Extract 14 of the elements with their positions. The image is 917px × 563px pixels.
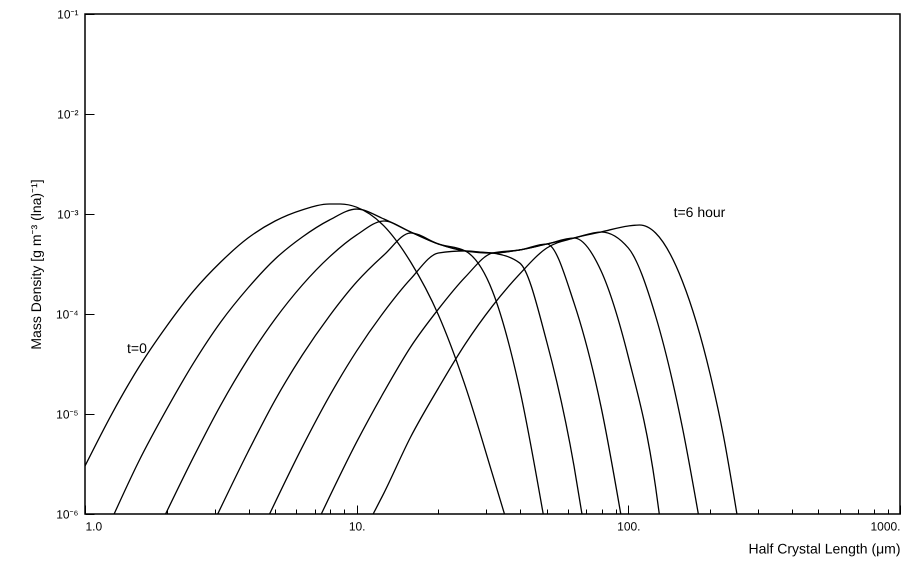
y-tick-label: 10⁻⁴ [56, 308, 78, 322]
y-tick-label: 10⁻³ [57, 208, 79, 222]
x-axis-title: Half Crystal Length (μm) [748, 540, 900, 556]
y-tick-label: 10⁻² [57, 108, 79, 122]
x-tick-label: 10. [348, 520, 366, 534]
annotation: t=0 [127, 340, 148, 356]
x-tick-label: 100. [617, 520, 641, 534]
y-axis-title: Mass Density [g m⁻³ (lna)⁻¹] [28, 179, 44, 350]
annotation: t=6 hour [674, 204, 726, 220]
y-tick-label: 10⁻¹ [57, 8, 79, 22]
y-tick-label: 10⁻⁵ [56, 408, 79, 422]
x-tick-label: 1.0 [86, 520, 103, 534]
x-tick-label: 1000. [870, 520, 900, 534]
y-tick-label: 10⁻⁶ [56, 508, 79, 522]
